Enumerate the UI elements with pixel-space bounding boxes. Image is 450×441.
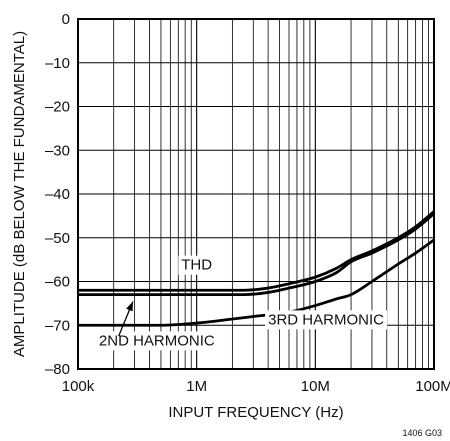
series-lines — [77, 210, 435, 327]
series-thd — [78, 210, 435, 292]
third-harmonic-label-backing — [265, 310, 388, 330]
y-tick-label: –30 — [45, 142, 70, 159]
second-harmonic-label-backing — [95, 331, 218, 351]
y-tick-label: 0 — [62, 11, 70, 28]
x-tick-labels: 100k 1M 10M 100M — [62, 378, 450, 395]
figure-id: 1406 G03 — [402, 428, 442, 438]
second-harmonic-arrowhead — [126, 301, 133, 312]
x-tick-label: 100k — [62, 378, 95, 395]
y-tick-label: –40 — [45, 186, 70, 203]
x-tick-label: 100M — [415, 378, 450, 395]
thd-label: THD — [181, 257, 212, 274]
y-tick-labels: 0 –10 –20 –30 –40 –50 –60 –70 –80 — [45, 11, 70, 378]
second-harmonic-label: 2ND HARMONIC — [99, 332, 215, 349]
x-tick-label: 10M — [301, 378, 330, 395]
thd-label-backing — [178, 255, 216, 275]
third-harmonic-label: 3RD HARMONIC — [268, 311, 384, 328]
series-2nd-harmonic — [77, 212, 435, 297]
y-tick-label: –70 — [45, 317, 70, 334]
x-tick-label: 1M — [186, 378, 207, 395]
y-tick-label: –80 — [45, 361, 70, 378]
y-tick-label: –10 — [45, 55, 70, 72]
plot-frame — [77, 18, 435, 370]
y-tick-label: –60 — [45, 274, 70, 291]
series-3rd-harmonic — [78, 238, 435, 327]
x-axis-label: INPUT FREQUENCY (Hz) — [168, 404, 343, 421]
y-tick-label: –50 — [45, 230, 70, 247]
y-tick-label: –20 — [45, 99, 70, 116]
y-axis-label: AMPLITUDE (dB BELOW THE FUNDAMENTAL) — [11, 31, 28, 357]
